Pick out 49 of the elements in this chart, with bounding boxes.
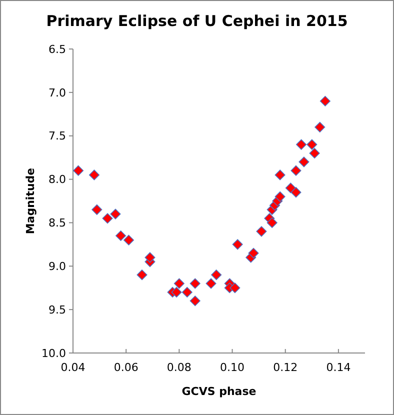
x-tick-label: 0.08 [166, 361, 192, 374]
point [116, 230, 126, 241]
point [171, 286, 182, 298]
point [190, 278, 200, 289]
point [320, 96, 330, 106]
y-tick-label: 6.5 [48, 42, 66, 56]
point [88, 170, 100, 180]
x-tick-label: 0.06 [114, 361, 138, 374]
point [144, 252, 156, 263]
point [248, 248, 259, 258]
point [102, 213, 113, 224]
point [274, 191, 286, 202]
point [230, 282, 240, 294]
y-tick-label: 10.0 [42, 346, 66, 360]
point [314, 122, 326, 132]
chart-title: Primary Eclipse of U Cephei in 2015 [46, 12, 348, 30]
point [306, 139, 318, 150]
point [92, 204, 102, 215]
y-tick-label: 7.0 [48, 86, 66, 100]
y-tick-label: 7.5 [48, 130, 66, 143]
point [274, 170, 286, 180]
point [110, 208, 121, 220]
point [73, 165, 84, 176]
point [285, 182, 296, 194]
point [266, 217, 278, 228]
point [182, 286, 192, 298]
y-tick-label: 9.0 [48, 260, 66, 273]
point [190, 296, 200, 306]
point [232, 239, 243, 250]
y-tick-label: 8.0 [48, 173, 66, 186]
point [290, 187, 302, 198]
point [123, 234, 134, 246]
point [211, 270, 222, 280]
point [290, 165, 302, 176]
x-tick-label: 0.12 [273, 361, 298, 374]
x-tick-label: 0.04 [60, 361, 86, 374]
point [309, 148, 320, 158]
x-tick-label: 0.10 [220, 361, 245, 374]
x-axis-title: GCVS phase [182, 385, 256, 398]
point [206, 278, 216, 289]
point [136, 270, 148, 280]
point [298, 156, 310, 168]
y-axis-title: Magnitude [24, 168, 37, 234]
y-tick-label: 9.5 [48, 303, 66, 316]
x-tick-label: 0.14 [326, 361, 351, 374]
point [174, 278, 184, 289]
point [296, 139, 307, 150]
point [256, 226, 267, 237]
y-tick-label: 8.5 [48, 216, 66, 230]
